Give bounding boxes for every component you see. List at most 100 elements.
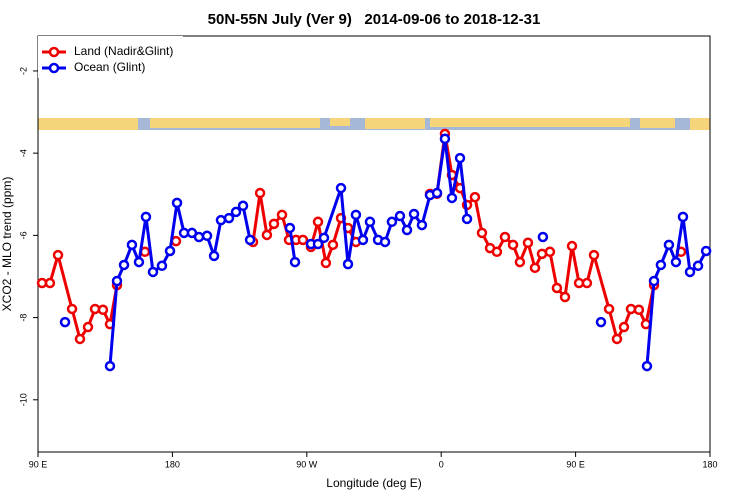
data-point [700, 245, 712, 257]
y-tick-label: -2 [18, 67, 28, 75]
data-point [633, 304, 645, 316]
data-point [118, 259, 130, 271]
legend-marker [48, 62, 60, 74]
data-point [386, 216, 398, 228]
x-axis-label: Longitude (deg E) [326, 476, 421, 490]
data-point [312, 238, 324, 250]
data-point [104, 360, 116, 372]
data-point [544, 246, 556, 258]
data-point [641, 360, 653, 372]
data-point [201, 230, 213, 242]
data-point [342, 258, 354, 270]
data-point [439, 133, 451, 145]
data-point [514, 256, 526, 268]
data-point [684, 266, 696, 278]
data-point [559, 291, 571, 303]
data-point [469, 191, 481, 203]
data-point [97, 304, 109, 316]
data-point [431, 187, 443, 199]
data-point [297, 234, 309, 246]
data-point [147, 266, 159, 278]
x-tick-label: 180 [702, 459, 717, 469]
data-point [254, 187, 266, 199]
data-point [551, 282, 563, 294]
data-point [237, 200, 249, 212]
data-point [230, 206, 242, 218]
y-tick-label: -6 [18, 231, 28, 239]
data-point [59, 316, 71, 328]
data-point [670, 256, 682, 268]
data-point [603, 303, 615, 315]
data-point [215, 214, 227, 226]
data-point [223, 212, 235, 224]
data-point [111, 275, 123, 287]
data-point [677, 211, 689, 223]
series-line [108, 137, 708, 367]
data-point [529, 262, 541, 274]
data-point [320, 257, 332, 269]
data-point [357, 234, 369, 246]
data-point [461, 213, 473, 225]
plot-frame [37, 35, 711, 453]
y-tick-label: -8 [18, 314, 28, 322]
data-point [52, 249, 64, 261]
y-tick-label: -4 [18, 149, 28, 157]
data-point [566, 240, 578, 252]
data-point [66, 303, 78, 315]
data-point [454, 152, 466, 164]
data-point [476, 227, 488, 239]
data-point [364, 216, 376, 228]
y-tick-label: -10 [18, 393, 28, 406]
data-point [268, 218, 280, 230]
x-tick-label: 180 [165, 459, 180, 469]
data-point [327, 239, 339, 251]
data-point [133, 256, 145, 268]
data-point [499, 231, 511, 243]
data-point [318, 232, 330, 244]
data-point [692, 260, 704, 272]
x-tick-label: 90 W [296, 459, 318, 469]
data-point [244, 234, 256, 246]
data-point [289, 256, 301, 268]
data-point [193, 231, 205, 243]
x-tick-label: 0 [439, 459, 444, 469]
data-point [408, 208, 420, 220]
legend-label: Land (Nadir&Glint) [74, 44, 173, 58]
legend-box [38, 36, 183, 78]
data-point [401, 224, 413, 236]
data-point [350, 209, 362, 221]
data-point [44, 277, 56, 289]
data-point [588, 249, 600, 261]
data-point [335, 182, 347, 194]
x-tick-label: 90 E [29, 459, 48, 469]
chart-title: 50N-55N July (Ver 9) 2014-09-06 to 2018-… [208, 11, 541, 28]
data-point [663, 239, 675, 251]
data-point [379, 236, 391, 248]
data-point [208, 250, 220, 262]
data-point [507, 239, 519, 251]
data-point [171, 197, 183, 209]
data-point [284, 222, 296, 234]
data-point [491, 246, 503, 258]
data-point [655, 259, 667, 271]
data-point [312, 216, 324, 228]
data-point [618, 321, 630, 333]
data-point [261, 229, 273, 241]
legend-label: Ocean (Glint) [74, 60, 145, 74]
data-point [648, 275, 660, 287]
data-point [126, 239, 138, 251]
data-point [522, 237, 534, 249]
data-point [446, 192, 458, 204]
data-point [82, 321, 94, 333]
data-point [416, 219, 428, 231]
data-point [276, 209, 288, 221]
data-point [140, 211, 152, 223]
data-point [394, 210, 406, 222]
data-point [537, 231, 549, 243]
land-ocean-strip [38, 118, 710, 130]
legend-marker [48, 46, 60, 58]
y-axis-label: XCO2 - MLO trend (ppm) [0, 177, 14, 312]
data-point [74, 333, 86, 345]
data-point [581, 277, 593, 289]
